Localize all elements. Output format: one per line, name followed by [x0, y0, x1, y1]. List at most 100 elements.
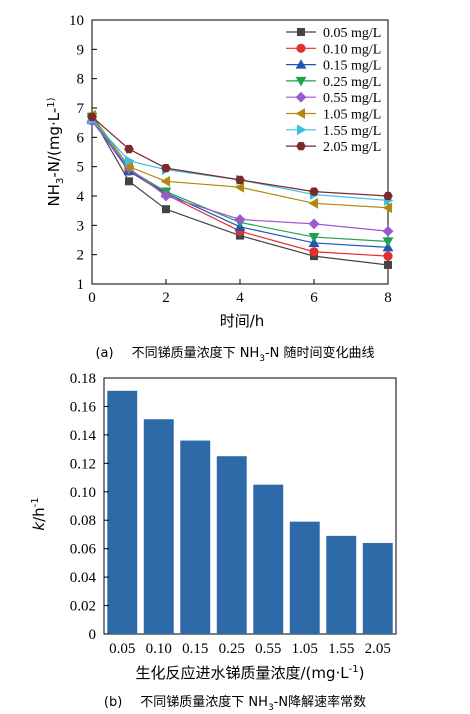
legend-entry: 0.25 mg/L	[286, 75, 381, 90]
series-line	[91, 119, 389, 248]
x-tick-label: 6	[310, 290, 318, 306]
y-tick-label: 0.10	[70, 485, 96, 501]
y-tick-label: 0.12	[70, 456, 96, 472]
x-tick-label: 8	[384, 290, 392, 306]
y-tick-label: 0.02	[70, 599, 96, 615]
line-chart-legend: 0.05 mg/L0.10 mg/L 0.15 mg/L0.25 mg/L0.55…	[286, 26, 381, 155]
x-tick-label: 0	[88, 290, 96, 306]
legend-entry: 0.05 mg/L	[286, 26, 381, 41]
y-tick-label: 0.18	[70, 371, 96, 387]
legend-label: 2.05 mg/L	[323, 140, 381, 155]
series-2.05-mg/L	[87, 112, 393, 201]
x-tick-label: 4	[236, 290, 244, 306]
x-tick-label: 0.25	[219, 641, 245, 657]
y-tick-label: 4	[77, 189, 85, 205]
bar-chart-caption: (b) 不同锑质量浓度下 NH3-N降解速率常数	[104, 694, 366, 713]
x-tick-label: 2	[162, 290, 170, 306]
data-point	[382, 202, 393, 214]
y-tick-label: 0.08	[70, 513, 96, 529]
bar-chart-y-axis-label: k/h-1	[30, 497, 48, 530]
legend-entry: 2.05 mg/L	[286, 140, 381, 155]
y-tick-label: 0.06	[70, 542, 97, 558]
bar	[180, 440, 211, 634]
bar	[107, 390, 138, 634]
x-tick-label: 0.10	[146, 641, 172, 657]
data-point	[295, 108, 306, 119]
y-tick-label: 5	[77, 160, 85, 176]
line-chart-caption: (a) 不同锑质量浓度下 NH3-N 随时间变化曲线	[95, 345, 374, 364]
x-tick-label: 0.15	[182, 641, 208, 657]
y-tick-label: 1	[77, 277, 85, 293]
series-line	[91, 120, 389, 232]
data-point	[295, 91, 307, 103]
legend-label: 1.55 mg/L	[323, 124, 381, 139]
line-chart-x-axis-label: 时间/h	[220, 312, 265, 330]
data-point	[308, 197, 319, 209]
data-point	[87, 112, 97, 121]
x-tick-label: 1.05	[292, 641, 318, 657]
data-point	[234, 181, 245, 193]
data-point	[383, 191, 393, 201]
series-line	[91, 114, 389, 209]
legend-entry: 1.05 mg/L	[286, 108, 381, 123]
x-tick-label: 0.55	[255, 641, 281, 657]
bar	[216, 456, 247, 634]
data-point	[160, 190, 172, 202]
y-tick-label: 8	[77, 72, 85, 88]
y-tick-label: 0.14	[70, 428, 97, 444]
line-chart-series	[86, 109, 394, 269]
data-point	[297, 28, 305, 36]
bar	[362, 542, 393, 634]
data-point	[382, 225, 394, 237]
data-point	[160, 175, 171, 187]
data-point	[296, 124, 307, 136]
data-point	[295, 76, 307, 87]
data-point	[309, 247, 319, 257]
bar-chart-panel: 0 0.02 0.04 0.06 0.08 0.10 0.12 0.14 0.16 0.18 0.0…	[30, 371, 397, 713]
legend-label: 0.05 mg/L	[323, 26, 381, 41]
data-point	[295, 59, 307, 69]
legend-label: 0.55 mg/L	[323, 91, 381, 106]
y-tick-label: 3	[77, 218, 85, 234]
bar	[289, 521, 320, 634]
legend-label: 1.05 mg/L	[323, 108, 381, 123]
series-line	[91, 116, 389, 266]
data-point	[296, 141, 306, 151]
bar	[253, 484, 284, 634]
bar-chart-x-axis-label: 生化反应进水锑质量浓度/(mg·L-1)	[135, 664, 364, 682]
data-point	[234, 214, 246, 225]
legend-label: 0.10 mg/L	[323, 42, 381, 57]
data-point	[125, 177, 133, 186]
bar	[326, 535, 357, 634]
series-line	[91, 116, 389, 197]
data-point	[308, 218, 320, 230]
y-tick-label: 0	[89, 627, 97, 643]
legend-entry: 0.10 mg/L	[286, 42, 381, 57]
legend-entry: 0.55 mg/L	[286, 91, 381, 106]
data-point	[309, 187, 319, 196]
y-tick-label: 0.16	[70, 399, 97, 415]
legend-entry: 0.15 mg/L	[286, 59, 381, 74]
y-tick-label: 7	[77, 101, 85, 117]
data-point	[162, 205, 170, 214]
data-point	[296, 43, 306, 53]
data-point	[124, 144, 134, 154]
bar	[143, 419, 174, 634]
data-point	[382, 237, 394, 247]
data-point	[235, 175, 245, 185]
data-point	[161, 163, 171, 173]
bar-chart-bars	[107, 390, 393, 634]
data-point	[384, 260, 392, 269]
y-tick-label: 9	[77, 42, 85, 58]
y-tick-label: 0.04	[70, 570, 97, 586]
legend-entry: 1.55 mg/L	[286, 124, 381, 139]
data-point	[123, 161, 134, 173]
legend-label: 0.25 mg/L	[323, 75, 381, 90]
data-point	[308, 233, 320, 243]
bar-chart-plot-area	[103, 377, 397, 635]
legend-label: 0.15 mg/L	[323, 59, 381, 74]
data-point	[124, 155, 135, 167]
y-tick-label: 2	[77, 248, 85, 264]
x-tick-label: 0.05	[109, 641, 135, 657]
